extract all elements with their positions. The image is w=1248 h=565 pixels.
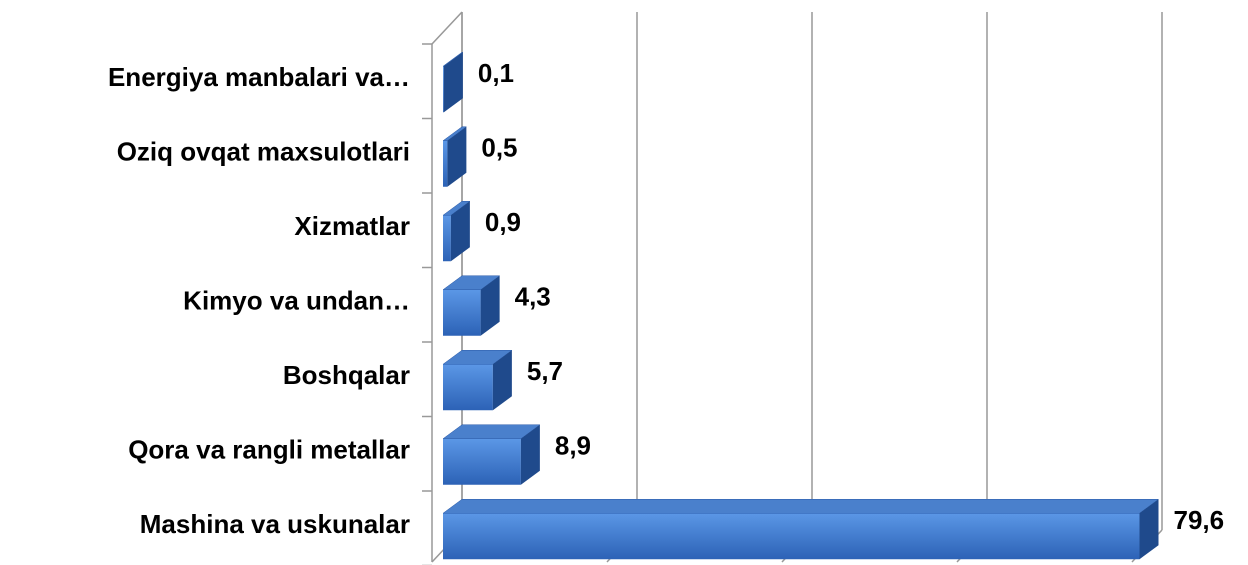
bar-front <box>443 438 521 485</box>
left-wall-top <box>431 11 463 45</box>
bar-side <box>447 126 467 187</box>
bar-side <box>1139 499 1159 560</box>
value-label: 4,3 <box>515 282 551 312</box>
value-label: 0,5 <box>481 133 517 163</box>
bar-side <box>480 275 500 336</box>
y-tick-label: Xizmatlar <box>294 211 410 241</box>
y-tick-label: Oziq ovqat maxsulotlari <box>117 137 410 167</box>
bar-top <box>442 499 1160 514</box>
y-tick-label: Energiya manbalari va… <box>108 62 410 92</box>
bar-side <box>520 424 540 485</box>
value-label: 5,7 <box>527 356 563 386</box>
y-tick-label: Mashina va uskunalar <box>140 509 410 539</box>
value-label: 0,9 <box>485 207 521 237</box>
value-label: 8,9 <box>555 431 591 461</box>
bar-side <box>450 201 470 262</box>
bar-front <box>443 513 1140 560</box>
bar-side <box>443 52 463 113</box>
y-tick-label: Qora va rangli metallar <box>128 435 410 465</box>
y-tick-label: Kimyo va undan… <box>183 286 410 316</box>
bar-front <box>443 364 493 411</box>
bar-front <box>443 289 481 336</box>
value-label: 0,1 <box>478 58 514 88</box>
y-tick-label: Boshqalar <box>283 360 410 390</box>
bar-front <box>443 140 448 187</box>
value-label: 79,6 <box>1174 505 1225 535</box>
bar-side <box>492 350 512 411</box>
bar-front <box>443 215 451 262</box>
bar-front <box>443 66 444 113</box>
